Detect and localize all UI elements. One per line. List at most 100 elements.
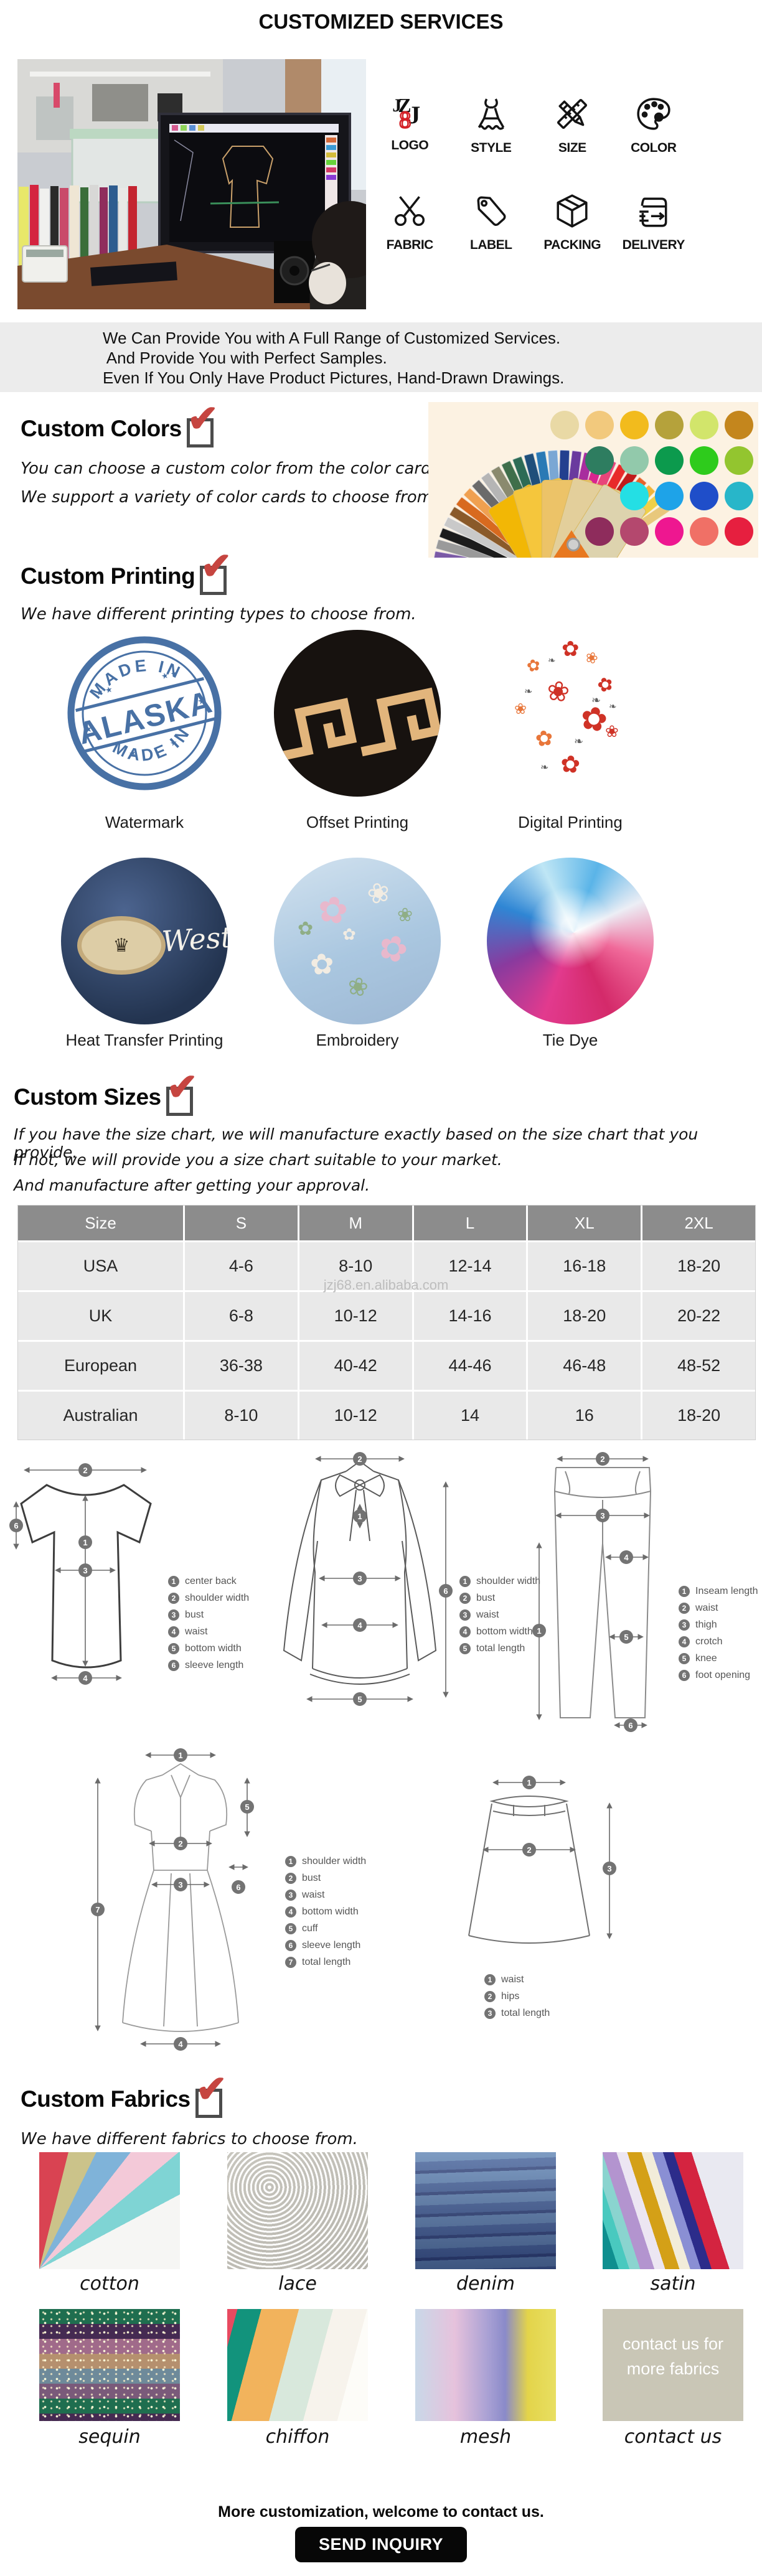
watermark-sample-image: MADE IN MADE IN ALASKA ★ ★ ★ ★ ★ ★ ★ ★ bbox=[61, 630, 228, 797]
contact-us-text: contact us for more fabrics bbox=[623, 2331, 723, 2381]
contact-us-card[interactable]: contact us for more fabrics bbox=[603, 2309, 743, 2421]
table-cell: 18-20 bbox=[642, 1242, 755, 1290]
section-title: Custom Sizes bbox=[14, 1084, 161, 1110]
intro-line: Even If You Only Have Product Pictures, … bbox=[103, 368, 565, 387]
table-cell: 36-38 bbox=[185, 1342, 298, 1390]
custom-printing-heading: Custom Printing bbox=[21, 548, 232, 595]
table-row: USA 4-6 8-10 12-14 16-18 18-20 bbox=[18, 1242, 755, 1290]
legend-number: 2 bbox=[679, 1603, 690, 1614]
legend-item: 2 waist bbox=[679, 1603, 758, 1614]
tshirt-legend: 1 center back 2 shoulder width 3 bust 4 … bbox=[168, 1576, 249, 1677]
table-cell: 8-10 bbox=[299, 1242, 412, 1290]
workspace-photo bbox=[17, 59, 366, 309]
svg-text:4: 4 bbox=[624, 1553, 629, 1562]
service-label: COLOR bbox=[631, 141, 677, 155]
contact-line: more fabrics bbox=[626, 2359, 720, 2378]
legend-number: 3 bbox=[484, 2008, 496, 2019]
lace-fabric-image bbox=[227, 2152, 368, 2269]
svg-text:★: ★ bbox=[83, 723, 93, 736]
svg-text:5: 5 bbox=[245, 1802, 249, 1812]
color-dot bbox=[550, 411, 579, 439]
color-dot bbox=[690, 482, 718, 510]
logo-letter: J bbox=[392, 95, 402, 116]
printing-type-label: Offset Printing bbox=[306, 813, 409, 831]
crest-icon: ♛ bbox=[113, 935, 130, 956]
legend-item: 3 waist bbox=[285, 1890, 366, 1901]
column-header: M bbox=[299, 1206, 412, 1240]
legend-label: shoulder width bbox=[185, 1593, 250, 1603]
legend-number: 1 bbox=[484, 1974, 496, 1985]
table-cell: 20-22 bbox=[642, 1292, 755, 1340]
fabric-label: satin bbox=[650, 2273, 696, 2295]
color-card-image bbox=[428, 402, 758, 558]
svg-text:2: 2 bbox=[527, 1845, 531, 1855]
printing-type-label: Heat Transfer Printing bbox=[65, 1031, 223, 1049]
checked-checkbox-icon bbox=[166, 1069, 198, 1116]
legend-item: 1 shoulder width bbox=[285, 1856, 366, 1867]
service-fabric: FABRIC bbox=[371, 192, 449, 253]
contact-line: contact us for bbox=[622, 2335, 724, 2353]
color-dot bbox=[620, 411, 649, 439]
legend-item: 5 bottom width bbox=[168, 1643, 249, 1654]
send-inquiry-button[interactable]: SEND INQUIRY bbox=[294, 2527, 468, 2562]
legend-number: 2 bbox=[484, 1991, 496, 2002]
fan-rivet bbox=[567, 538, 580, 551]
intro-banner: We Can Provide You with A Full Range of … bbox=[0, 322, 762, 392]
legend-label: bust bbox=[476, 1593, 496, 1603]
legend-item: 3 thigh bbox=[679, 1619, 758, 1631]
checked-checkbox-icon bbox=[186, 400, 219, 447]
table-cell: 48-52 bbox=[642, 1342, 755, 1390]
service-style: STYLE bbox=[453, 95, 530, 156]
legend-label: thigh bbox=[695, 1619, 717, 1630]
dress-measure-diagram: 1 5 2 3 6 7 4 bbox=[84, 1743, 277, 2057]
service-label: PACKING bbox=[543, 238, 601, 252]
legend-number: 3 bbox=[459, 1609, 471, 1621]
legend-label: waist bbox=[302, 1890, 325, 1900]
custom-colors-heading: Custom Colors bbox=[21, 400, 219, 447]
legend-item: 3 total length bbox=[484, 2008, 550, 2019]
svg-text:5: 5 bbox=[357, 1695, 362, 1704]
table-cell: 16 bbox=[528, 1392, 641, 1440]
legend-label: total length bbox=[302, 1957, 351, 1967]
legend-number: 5 bbox=[459, 1643, 471, 1654]
service-label-tag: LABEL bbox=[453, 192, 530, 253]
legend-number: 2 bbox=[285, 1873, 296, 1884]
custom-fabrics-heading: Custom Fabrics bbox=[21, 2071, 227, 2118]
color-dot bbox=[690, 446, 718, 475]
legend-item: 2 shoulder width bbox=[168, 1593, 249, 1604]
svg-text:4: 4 bbox=[357, 1621, 362, 1630]
legend-number: 1 bbox=[168, 1576, 179, 1587]
services-grid: J Z J 8 LOGO STYLE bbox=[371, 95, 692, 253]
legend-number: 1 bbox=[679, 1586, 690, 1597]
table-cell: 4-6 bbox=[185, 1242, 298, 1290]
workspace-photo-illustration bbox=[17, 59, 366, 309]
legend-number: 3 bbox=[168, 1609, 179, 1621]
fabric-label: denim bbox=[456, 2273, 515, 2295]
printing-type-label: Tie Dye bbox=[542, 1031, 598, 1049]
legend-item: 4 bottom width bbox=[285, 1906, 366, 1918]
svg-text:2: 2 bbox=[178, 1839, 182, 1848]
svg-text:4: 4 bbox=[178, 2040, 183, 2049]
section-title: Custom Fabrics bbox=[21, 2086, 190, 2112]
custom-sizes-line: If you have the size chart, we will manu… bbox=[14, 1125, 698, 1161]
color-dot bbox=[655, 482, 684, 510]
custom-fabrics-line: We have different fabrics to choose from… bbox=[21, 2130, 358, 2148]
svg-text:2: 2 bbox=[83, 1466, 87, 1475]
sequin-fabric-image bbox=[39, 2309, 180, 2421]
dress-icon bbox=[472, 95, 510, 133]
footer-message: More customization, welcome to contact u… bbox=[218, 2503, 544, 2521]
scissors-icon bbox=[390, 192, 429, 230]
chiffon-fabric-image bbox=[227, 2309, 368, 2421]
site-watermark: jzj68.en.alibaba.com bbox=[323, 1277, 449, 1293]
table-cell: 10-12 bbox=[299, 1292, 412, 1340]
intro-line: And Provide You with Perfect Samples. bbox=[103, 349, 387, 367]
legend-number: 7 bbox=[285, 1957, 296, 1968]
gold-meander-pattern bbox=[274, 687, 441, 762]
color-dot bbox=[585, 411, 614, 439]
fabric-label: lace bbox=[278, 2273, 317, 2295]
legend-number: 4 bbox=[168, 1626, 179, 1637]
offset-printing-sample-image bbox=[274, 630, 441, 797]
box-icon bbox=[553, 192, 591, 230]
table-cell: 46-48 bbox=[528, 1342, 641, 1390]
